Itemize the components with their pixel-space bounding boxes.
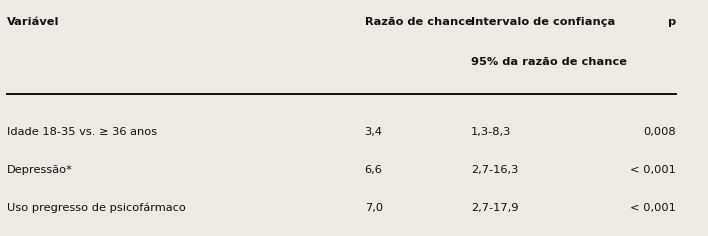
Text: p: p — [668, 17, 676, 26]
Text: < 0,001: < 0,001 — [630, 203, 676, 213]
Text: 2,7-16,3: 2,7-16,3 — [471, 165, 518, 175]
Text: 1,3-8,3: 1,3-8,3 — [471, 127, 511, 137]
Text: < 0,001: < 0,001 — [630, 165, 676, 175]
Text: 7,0: 7,0 — [365, 203, 383, 213]
Text: 95% da razão de chance: 95% da razão de chance — [471, 57, 627, 67]
Text: 0,008: 0,008 — [644, 127, 676, 137]
Text: Variável: Variável — [7, 17, 59, 26]
Text: 3,4: 3,4 — [365, 127, 382, 137]
Text: Depressão*: Depressão* — [7, 165, 73, 175]
Text: Razão de chance: Razão de chance — [365, 17, 472, 26]
Text: 6,6: 6,6 — [365, 165, 382, 175]
Text: 2,7-17,9: 2,7-17,9 — [471, 203, 518, 213]
Text: Intervalo de confiança: Intervalo de confiança — [471, 17, 615, 26]
Text: Uso pregresso de psicofármaco: Uso pregresso de psicofármaco — [7, 203, 186, 213]
Text: Idade 18-35 vs. ≥ 36 anos: Idade 18-35 vs. ≥ 36 anos — [7, 127, 157, 137]
